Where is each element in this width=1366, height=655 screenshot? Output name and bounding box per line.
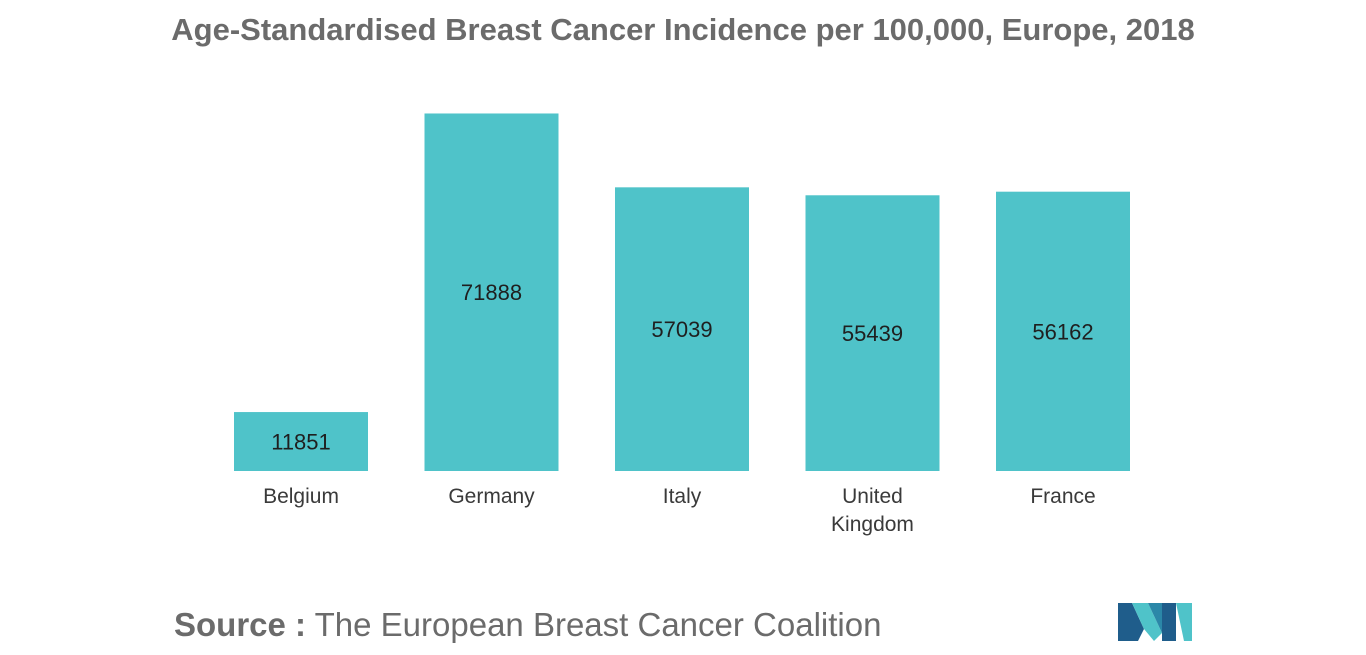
data-label: 71888 <box>461 280 522 305</box>
data-label: 57039 <box>651 317 712 342</box>
bar-chart: 11851 71888 57039 55439 56162 Belgium Germany… <box>0 0 1366 600</box>
mordor-intelligence-logo-icon <box>1118 603 1192 641</box>
ticks-layer: Belgium Germany Italy United Kingdom France <box>263 485 1096 536</box>
x-tick-label: United Kingdom <box>831 485 914 536</box>
x-tick-label: Belgium <box>263 485 339 508</box>
data-label: 55439 <box>842 321 903 346</box>
x-tick-label: France <box>1030 485 1095 508</box>
source-note: Source : The European Breast Cancer Coal… <box>174 606 881 644</box>
source-label: Source : <box>174 606 306 643</box>
bars-layer <box>234 113 1130 471</box>
x-tick-label: Germany <box>448 485 535 508</box>
data-label: 56162 <box>1032 319 1093 344</box>
x-tick-label: Italy <box>663 485 702 508</box>
data-label: 11851 <box>271 430 331 455</box>
source-text: The European Breast Cancer Coalition <box>315 606 882 643</box>
